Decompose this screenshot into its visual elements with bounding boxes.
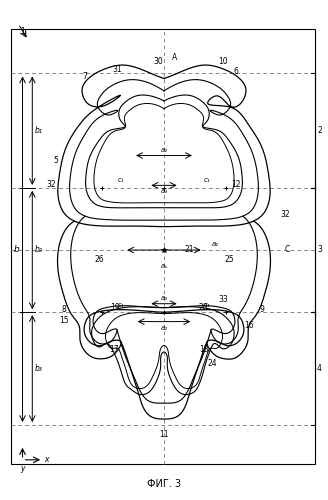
Text: a₃: a₃: [160, 294, 168, 300]
Text: 18: 18: [199, 345, 208, 354]
Text: 19: 19: [110, 303, 119, 312]
Text: 2: 2: [317, 126, 322, 135]
Text: aₓ: aₓ: [160, 263, 168, 269]
Text: 1: 1: [20, 26, 25, 36]
Text: 6: 6: [234, 68, 239, 76]
Text: c₁: c₁: [204, 178, 210, 184]
Text: 31: 31: [112, 64, 122, 74]
Text: a₂: a₂: [160, 324, 168, 330]
Text: 11: 11: [159, 430, 169, 440]
Text: 12: 12: [232, 180, 241, 189]
Text: a₂: a₂: [160, 146, 168, 152]
Text: b₃: b₃: [35, 364, 43, 373]
Text: 32: 32: [280, 210, 290, 218]
Text: 26: 26: [94, 256, 104, 264]
Text: 8: 8: [61, 305, 66, 314]
Text: 24: 24: [207, 359, 217, 368]
Text: 10: 10: [218, 56, 228, 66]
Text: 7: 7: [82, 72, 87, 82]
Text: 5: 5: [53, 156, 58, 165]
Text: 4: 4: [317, 364, 322, 373]
Text: 20: 20: [199, 303, 209, 312]
Text: a₃: a₃: [160, 188, 168, 194]
Text: 32: 32: [46, 180, 56, 189]
Text: A: A: [172, 52, 177, 62]
Text: x: x: [45, 456, 49, 464]
Text: ФИГ. 3: ФИГ. 3: [147, 478, 181, 488]
Text: b₁: b₁: [35, 126, 43, 135]
Text: a₁: a₁: [212, 241, 219, 247]
Text: 3: 3: [317, 246, 322, 254]
Text: C: C: [284, 246, 290, 254]
Text: b₂: b₂: [35, 246, 43, 254]
Text: 21: 21: [185, 244, 194, 254]
Text: 17: 17: [109, 345, 118, 354]
Text: c₁: c₁: [204, 302, 210, 308]
Text: 33: 33: [218, 295, 228, 304]
Text: 9: 9: [260, 305, 265, 314]
Text: 25: 25: [224, 256, 234, 264]
Text: c₁: c₁: [118, 302, 124, 308]
Bar: [11, 28, 315, 464]
Text: y: y: [20, 464, 25, 473]
Text: 30: 30: [153, 56, 163, 66]
Text: 16: 16: [244, 321, 254, 330]
Text: 15: 15: [59, 316, 69, 325]
Text: c₁: c₁: [118, 178, 124, 184]
Text: b: b: [14, 246, 20, 254]
